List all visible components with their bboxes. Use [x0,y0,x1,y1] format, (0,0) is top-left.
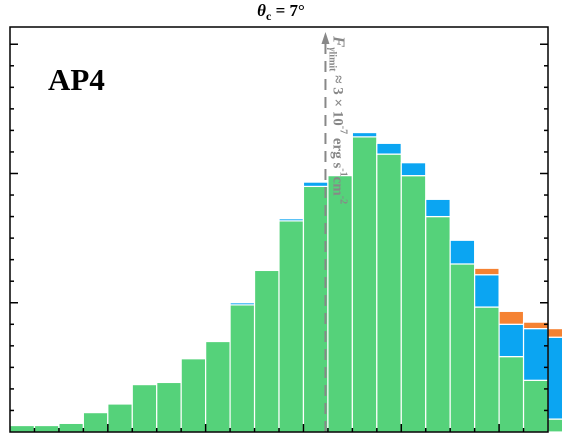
flux-symbol: F [329,35,348,48]
bar-green-17 [425,215,451,433]
bar-blue-20 [498,323,525,358]
flux-limit-label: Fγlimit ≈ 3 × 10-7 erg s-1cm-2 [326,35,348,204]
bar-green-8 [205,340,231,433]
bar-green-6 [156,381,182,433]
title-value: = 7° [271,1,305,20]
bar-blue-16 [400,162,427,177]
chart-title: θc = 7° [257,1,305,23]
bar-green-0 [9,424,36,433]
bar-green-14 [351,136,378,433]
bar-blue-11 [278,218,305,222]
axis-ticks [10,43,548,432]
flux-limit-arrow [321,32,330,44]
flux-sub-limit: limit [326,52,337,73]
bar-blue-18 [449,239,476,265]
bar-green-13 [327,175,353,433]
bars-group [9,131,562,433]
bar-green-5 [131,384,158,433]
flux-sub-gamma: γ [326,47,337,52]
flux-exp-1: -7 [337,126,348,134]
bar-orange-19 [474,267,500,276]
title-subscript: c [266,9,272,23]
bar-blue-21 [522,327,549,381]
bar-blue-15 [376,142,402,155]
bar-green-15 [376,153,402,433]
bar-green-12 [302,185,329,433]
bar-blue-17 [425,198,451,218]
bar-blue-9 [229,302,256,306]
bar-green-2 [58,422,84,433]
flux-unit-2: cm [329,177,345,197]
bar-blue-12 [302,181,329,188]
flux-unit-1: erg s [329,134,345,168]
bar-green-21 [522,379,549,433]
bar-orange-22 [547,327,562,338]
bar-green-7 [180,358,207,433]
bar-green-22 [547,418,562,433]
bar-green-3 [82,412,109,433]
flux-limit-annotation: Fγlimit ≈ 3 × 10-7 erg s-1cm-2 [326,35,348,204]
bar-green-10 [253,269,280,433]
bar-orange-21 [522,321,549,330]
bar-orange-20 [498,310,525,325]
bar-blue-14 [351,131,378,138]
flux-approx: ≈ 3 × 10 [329,72,345,126]
bar-green-19 [474,306,500,433]
title-symbol: θ [257,1,266,20]
bar-blue-22 [547,336,562,420]
bar-green-16 [400,175,427,433]
bar-green-20 [498,356,525,433]
bar-green-11 [278,220,305,433]
panel-label: AP4 [48,62,105,97]
bar-blue-19 [474,274,500,308]
flux-exp-3: -2 [337,196,348,204]
bar-green-4 [107,403,133,433]
bar-green-18 [449,263,476,433]
bar-green-1 [33,424,60,433]
bar-green-9 [229,304,256,433]
flux-exp-2: -1 [337,168,348,176]
